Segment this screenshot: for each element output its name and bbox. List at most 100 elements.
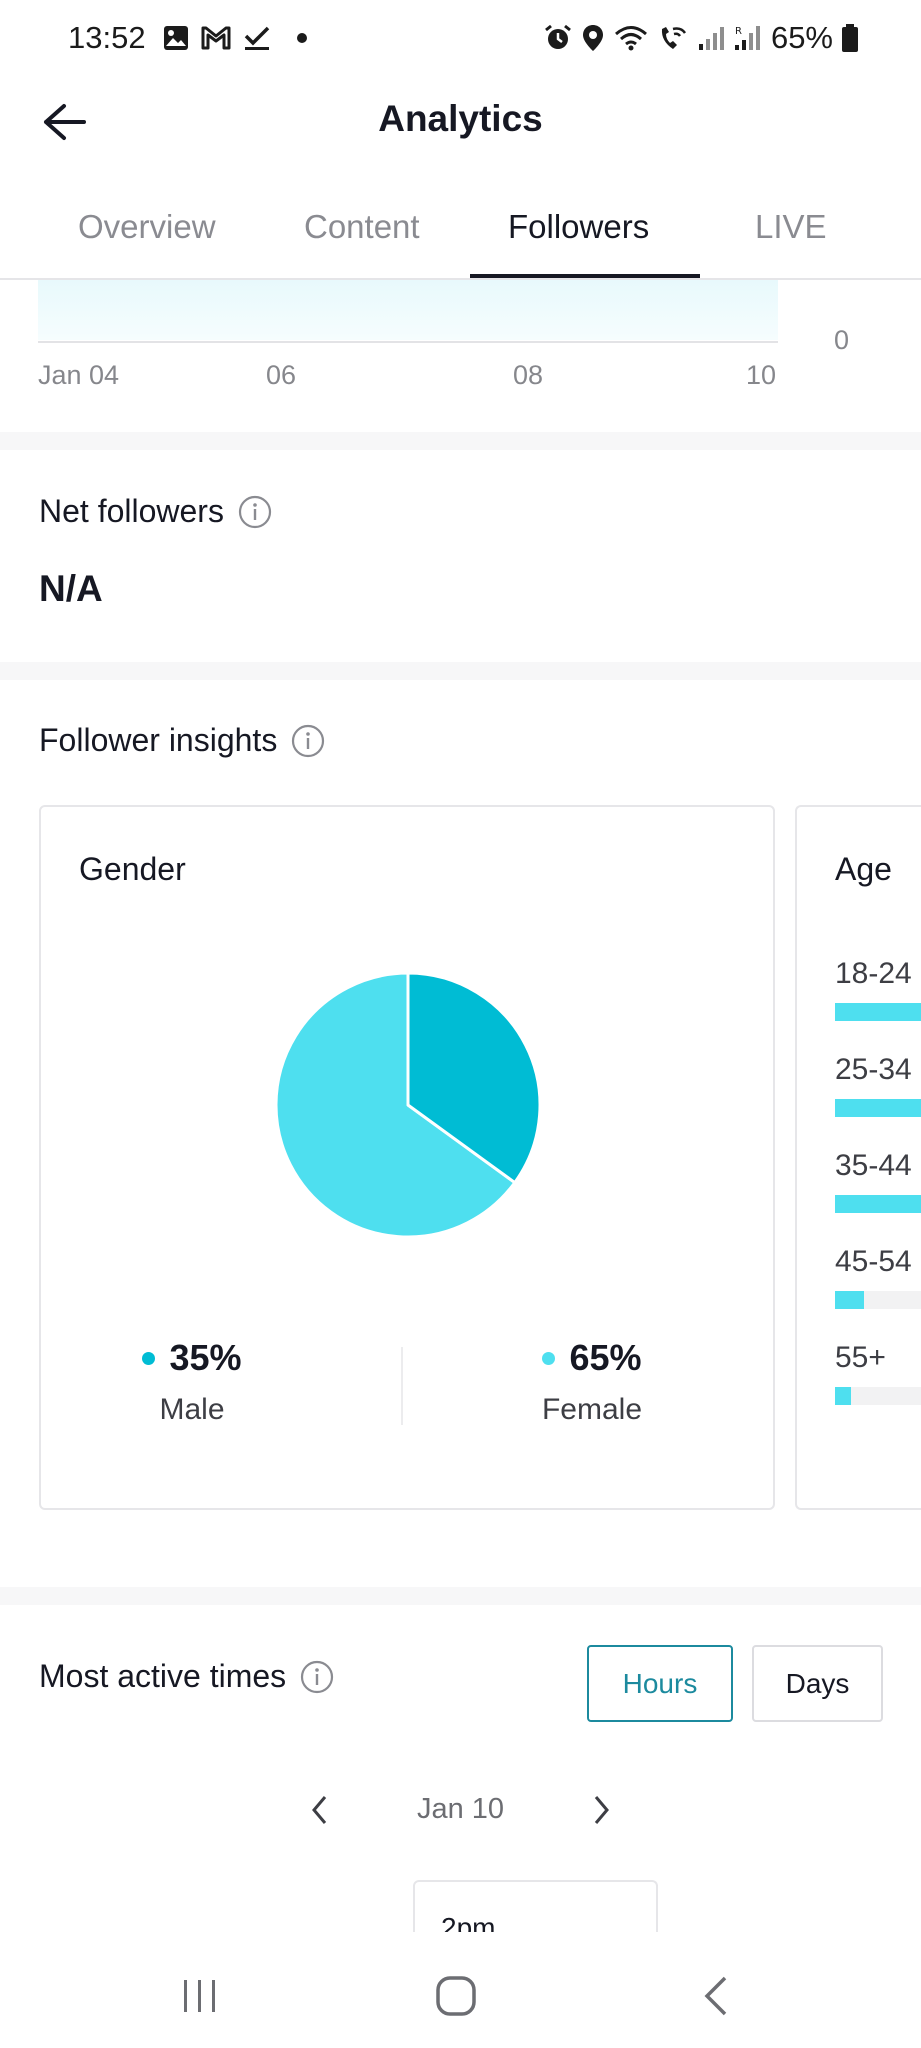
app-bar: Analytics — [0, 80, 921, 158]
signal-icon — [697, 24, 725, 52]
age-row: 35-44 — [835, 1149, 921, 1213]
age-bar — [835, 1387, 851, 1405]
age-bar-track — [835, 1291, 921, 1309]
chart-x-tick-label: 06 — [266, 360, 297, 390]
chart-area-fill — [38, 280, 778, 340]
home-icon — [436, 1976, 476, 2016]
age-bar — [835, 1099, 921, 1117]
active-tab-indicator — [470, 274, 700, 278]
back-arrow-icon — [44, 104, 86, 140]
age-range-label: 18-24 — [835, 957, 912, 990]
chart-x-tick-label: 08 — [513, 360, 544, 390]
task-done-icon — [242, 24, 272, 52]
follower-insights-title: Follower insights — [39, 722, 325, 759]
pie-slice-female — [274, 971, 517, 1239]
followers-chart: Jan 04 06 08 10 0 — [0, 280, 921, 430]
location-icon — [581, 23, 605, 53]
female-label: Female — [541, 1393, 643, 1426]
age-card[interactable]: Age 18-24 25-34 35-44 45-54 55+ — [795, 805, 921, 1510]
most-active-label: Most active times — [39, 1658, 287, 1694]
age-bar-track — [835, 1387, 921, 1405]
section-divider — [0, 432, 921, 450]
male-percent: 35% — [169, 1337, 242, 1378]
next-date-button[interactable] — [576, 1785, 626, 1835]
system-navigation-bar — [0, 1932, 921, 2048]
age-bar — [835, 1003, 921, 1021]
net-followers-label: Net followers — [39, 493, 224, 529]
hours-toggle-button[interactable]: Hours — [587, 1645, 733, 1722]
status-bar: 13:52 R 65% — [0, 0, 921, 80]
system-back-button[interactable] — [686, 1966, 746, 2026]
tab-followers[interactable]: Followers — [508, 208, 650, 245]
section-divider — [0, 1587, 921, 1605]
analytics-tabs: Overview Content Followers LIVE — [0, 190, 921, 280]
legend-separator — [401, 1347, 403, 1425]
notification-icons — [162, 24, 308, 52]
tab-content[interactable]: Content — [304, 208, 420, 245]
legend-dot-female — [542, 1351, 556, 1365]
net-followers-value: N/A — [39, 568, 103, 609]
male-label: Male — [159, 1393, 225, 1426]
selected-date: Jan 10 — [416, 1793, 505, 1825]
gender-pie-chart — [274, 971, 542, 1239]
age-bar — [835, 1195, 921, 1213]
previous-date-button[interactable] — [295, 1785, 345, 1835]
chevron-left-icon — [312, 1796, 327, 1824]
age-bar-track — [835, 1099, 921, 1117]
legend-male: 35% Male — [42, 1337, 342, 1427]
svg-text:R: R — [735, 26, 742, 37]
gender-card-title: Gender — [79, 851, 186, 887]
age-range-label: 25-34 — [835, 1053, 912, 1086]
net-followers-title: Net followers — [39, 493, 272, 530]
recent-apps-icon — [184, 1980, 215, 2012]
age-bar — [835, 1291, 864, 1309]
age-bar-track — [835, 1195, 921, 1213]
battery-percent: 65% — [770, 20, 833, 55]
info-icon[interactable] — [300, 1660, 334, 1694]
alarm-icon — [543, 23, 573, 53]
gender-card[interactable]: Gender 35% Male 65% Female — [39, 805, 775, 1510]
chevron-left-icon — [704, 1976, 727, 2016]
wifi-calling-icon — [657, 23, 689, 53]
recent-apps-button[interactable] — [170, 1966, 230, 2026]
info-icon[interactable] — [238, 495, 272, 529]
info-icon[interactable] — [291, 724, 325, 758]
section-divider — [0, 662, 921, 680]
pie-slice-male — [406, 971, 542, 1185]
chart-x-tick-label: 10 — [746, 360, 777, 390]
status-time: 13:52 — [68, 20, 146, 55]
age-range-label: 55+ — [835, 1341, 886, 1374]
active-time-card: 2pm — [413, 1880, 658, 1940]
back-button[interactable] — [36, 94, 92, 150]
system-icons: R 65% — [543, 20, 859, 56]
roaming-signal-icon: R — [733, 23, 763, 53]
legend-female: 65% Female — [442, 1337, 742, 1427]
age-card-title: Age — [835, 851, 892, 887]
follower-insights-label: Follower insights — [39, 722, 278, 758]
chart-x-tick-label: Jan 04 — [38, 360, 120, 390]
age-row: 45-54 — [835, 1245, 921, 1309]
age-row: 55+ — [835, 1341, 921, 1405]
chart-x-axis — [38, 341, 778, 343]
date-navigator: Jan 10 — [0, 1785, 921, 1835]
days-toggle-button[interactable]: Days — [752, 1645, 883, 1722]
chevron-right-icon — [594, 1796, 609, 1824]
home-button[interactable] — [426, 1966, 486, 2026]
legend-dot-male — [142, 1351, 156, 1365]
gallery-icon — [162, 24, 190, 52]
battery-icon — [841, 23, 859, 53]
age-row: 25-34 — [835, 1053, 921, 1117]
age-range-label: 35-44 — [835, 1149, 912, 1182]
age-range-label: 45-54 — [835, 1245, 912, 1278]
tab-overview[interactable]: Overview — [78, 208, 216, 245]
chart-y-tick-label: 0 — [834, 325, 850, 355]
page-title: Analytics — [378, 98, 543, 139]
most-active-title: Most active times — [39, 1658, 334, 1695]
tab-live[interactable]: LIVE — [755, 208, 827, 245]
age-bar-track — [835, 1003, 921, 1021]
gmail-icon — [200, 25, 232, 51]
age-row: 18-24 — [835, 957, 921, 1021]
wifi-icon — [613, 23, 649, 53]
more-notifications-dot-icon — [296, 32, 308, 44]
female-percent: 65% — [569, 1337, 642, 1378]
